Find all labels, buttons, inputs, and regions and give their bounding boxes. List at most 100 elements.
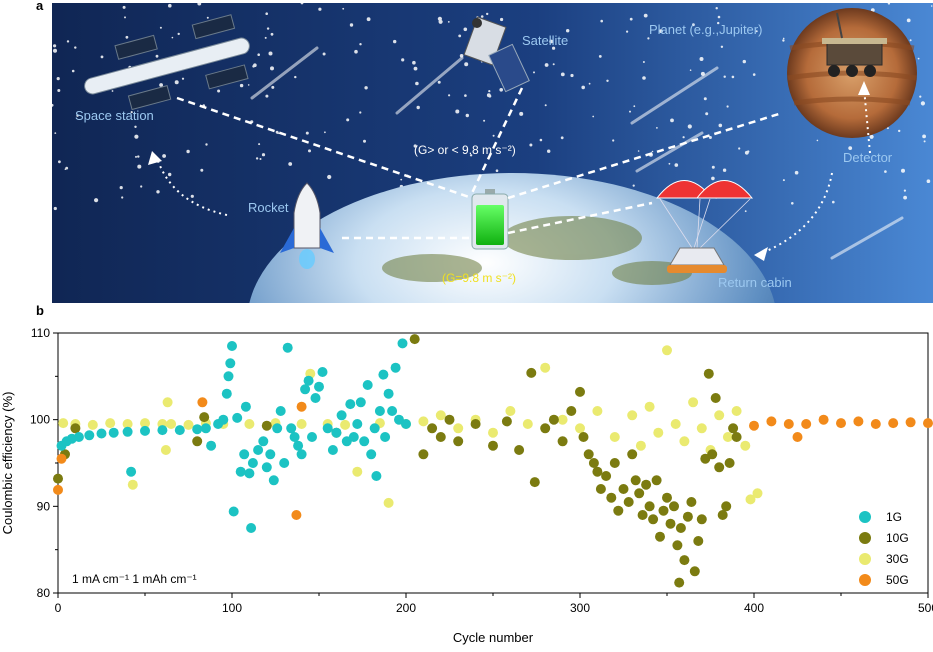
star xyxy=(917,57,920,60)
stars xyxy=(52,3,933,213)
star xyxy=(588,82,591,85)
star xyxy=(174,80,179,85)
y-tick-label: 80 xyxy=(37,586,51,600)
point-10G xyxy=(710,393,721,403)
star xyxy=(592,115,595,118)
point-30G xyxy=(140,418,150,429)
point-1G xyxy=(96,428,107,439)
star xyxy=(413,66,418,71)
planet-label: Planet (e.g.,Jupiter) xyxy=(649,22,763,37)
point-1G xyxy=(390,362,401,373)
point-30G xyxy=(522,419,533,429)
star xyxy=(135,155,137,158)
star xyxy=(359,43,362,46)
star xyxy=(637,150,640,152)
point-1G xyxy=(279,458,290,468)
panel-label-b: b xyxy=(36,303,44,318)
point-10G xyxy=(70,423,81,434)
point-10G xyxy=(682,511,693,522)
star xyxy=(581,85,585,90)
star xyxy=(560,136,564,140)
point-30G xyxy=(653,427,664,438)
point-10G xyxy=(548,414,559,425)
star xyxy=(651,150,654,153)
star xyxy=(111,90,114,92)
point-30G xyxy=(714,410,725,421)
point-1G xyxy=(282,342,293,353)
point-30G xyxy=(340,419,351,430)
point-1G xyxy=(293,440,304,451)
star xyxy=(500,17,504,22)
x-axis-label: Cycle number xyxy=(453,630,534,645)
point-1G xyxy=(200,423,211,434)
point-10G xyxy=(728,423,739,434)
point-10G xyxy=(693,536,704,546)
star xyxy=(412,60,416,65)
point-50G xyxy=(53,484,63,495)
point-30G xyxy=(592,406,603,416)
point-30G xyxy=(162,397,173,408)
point-30G xyxy=(160,445,171,455)
star xyxy=(264,36,267,39)
detector-label: Detector xyxy=(843,150,893,165)
star xyxy=(257,53,260,56)
star xyxy=(137,164,142,169)
star xyxy=(205,143,208,146)
star xyxy=(903,189,907,192)
star xyxy=(259,158,262,160)
star xyxy=(162,154,166,158)
point-10G xyxy=(689,566,700,577)
star xyxy=(909,39,912,42)
star xyxy=(488,90,491,93)
point-1G xyxy=(374,406,385,416)
legend-label-10G: 10G xyxy=(886,531,909,545)
star xyxy=(119,186,123,190)
star xyxy=(642,76,646,80)
star xyxy=(288,162,293,166)
point-30G xyxy=(679,436,690,447)
point-10G xyxy=(199,412,210,423)
y-tick-label: 110 xyxy=(31,326,50,340)
point-10G xyxy=(601,471,612,481)
point-30G xyxy=(296,419,307,429)
point-1G xyxy=(108,427,119,438)
star xyxy=(552,46,556,50)
point-30G xyxy=(453,423,464,434)
point-10G xyxy=(418,449,429,460)
point-1G xyxy=(225,358,236,369)
legend-label-1G: 1G xyxy=(886,510,902,524)
point-30G xyxy=(127,479,138,490)
star xyxy=(926,179,931,183)
star xyxy=(668,162,671,165)
star xyxy=(782,39,785,42)
star xyxy=(718,123,723,128)
motion-arrows xyxy=(156,87,871,254)
point-10G xyxy=(192,436,203,447)
star xyxy=(922,134,926,139)
point-50G xyxy=(296,401,307,412)
detector-rover-icon xyxy=(822,12,887,77)
point-1G xyxy=(362,380,373,390)
star xyxy=(919,95,922,98)
star xyxy=(217,89,221,93)
x-tick-label: 300 xyxy=(570,601,590,615)
star xyxy=(57,89,61,92)
star xyxy=(318,7,322,11)
point-1G xyxy=(244,468,255,479)
point-10G xyxy=(501,416,512,427)
star xyxy=(731,75,735,79)
point-1G xyxy=(235,466,246,477)
point-1G xyxy=(140,425,150,436)
point-50G xyxy=(197,397,208,408)
star xyxy=(629,17,633,21)
star xyxy=(552,63,555,66)
star xyxy=(643,13,648,18)
star xyxy=(159,26,162,29)
star xyxy=(342,7,345,10)
legend-marker-1G xyxy=(859,511,871,523)
point-1G xyxy=(303,375,314,386)
point-10G xyxy=(714,462,725,473)
point-10G xyxy=(627,449,638,460)
point-1G xyxy=(289,432,300,442)
point-1G xyxy=(383,388,394,399)
